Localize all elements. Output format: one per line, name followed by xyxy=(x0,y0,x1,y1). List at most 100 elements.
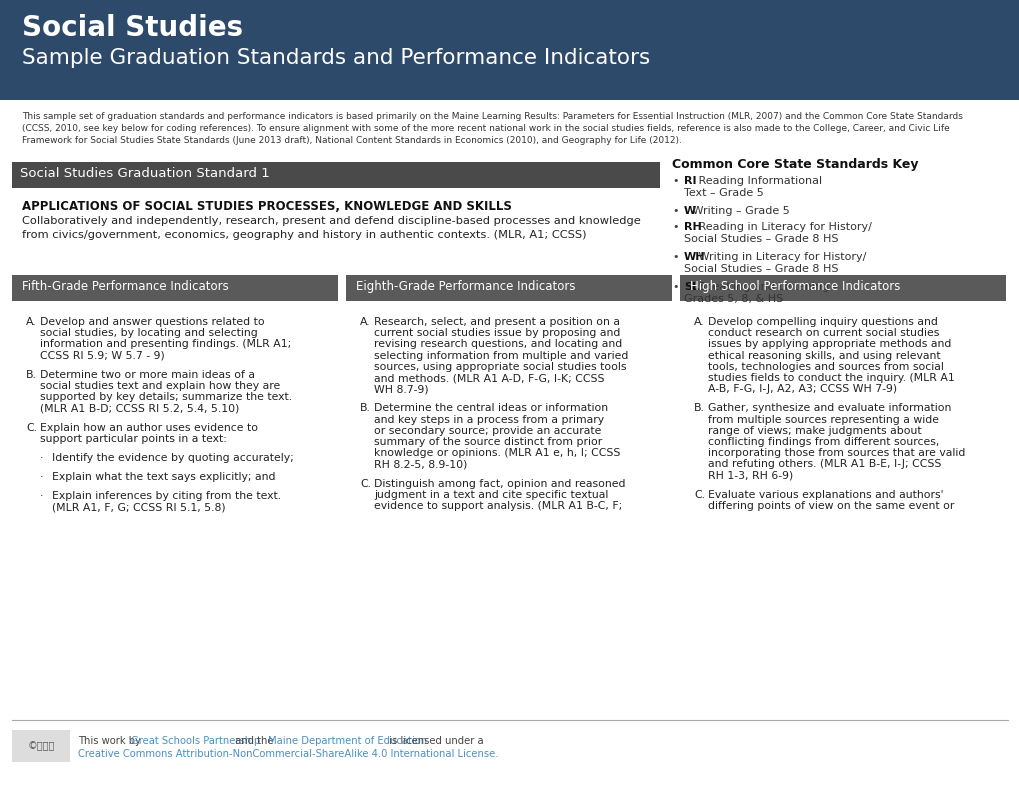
Text: supported by key details; summarize the text.: supported by key details; summarize the … xyxy=(40,392,291,402)
Text: B.: B. xyxy=(360,403,371,414)
Text: selecting information from multiple and varied: selecting information from multiple and … xyxy=(374,351,628,361)
Text: ethical reasoning skills, and using relevant: ethical reasoning skills, and using rele… xyxy=(707,351,940,361)
Text: ©ⓇⓈⓃ: ©ⓇⓈⓃ xyxy=(28,741,55,751)
Text: Maine Department of Education: Maine Department of Education xyxy=(268,736,427,746)
Text: Sample Graduation Standards and Performance Indicators: Sample Graduation Standards and Performa… xyxy=(22,48,650,68)
Text: Social Studies: Social Studies xyxy=(22,14,243,42)
Text: information and presenting findings. (MLR A1;: information and presenting findings. (ML… xyxy=(40,340,291,349)
Text: B.: B. xyxy=(25,370,37,380)
Text: Evaluate various explanations and authors': Evaluate various explanations and author… xyxy=(707,490,943,500)
Text: current social studies issue by proposing and: current social studies issue by proposin… xyxy=(374,328,620,338)
Text: Social Studies – Grade 8 HS: Social Studies – Grade 8 HS xyxy=(684,234,838,244)
Text: Writing in Literacy for History/: Writing in Literacy for History/ xyxy=(694,252,865,262)
Text: social studies, by locating and selecting: social studies, by locating and selectin… xyxy=(40,328,258,338)
Text: •: • xyxy=(672,282,678,292)
Text: Identify the evidence by quoting accurately;: Identify the evidence by quoting accurat… xyxy=(52,453,293,463)
Text: knowledge or opinions. (MLR A1 e, h, I; CCSS: knowledge or opinions. (MLR A1 e, h, I; … xyxy=(374,448,620,458)
Text: SL: SL xyxy=(684,282,698,292)
Text: B.: B. xyxy=(693,403,704,414)
Text: is licensed under a: is licensed under a xyxy=(385,736,483,746)
Text: sources, using appropriate social studies tools: sources, using appropriate social studie… xyxy=(374,362,626,372)
Text: RI: RI xyxy=(684,176,696,186)
Text: High School Performance Indicators: High School Performance Indicators xyxy=(689,280,900,293)
Bar xyxy=(345,275,672,301)
Text: conflicting findings from different sources,: conflicting findings from different sour… xyxy=(707,437,938,447)
Text: evidence to support analysis. (MLR A1 B-C, F;: evidence to support analysis. (MLR A1 B-… xyxy=(374,501,622,511)
Text: ·: · xyxy=(40,492,44,501)
Text: Develop and answer questions related to: Develop and answer questions related to xyxy=(40,317,264,327)
Text: Explain inferences by citing from the text.: Explain inferences by citing from the te… xyxy=(52,492,281,501)
Text: •: • xyxy=(672,206,678,216)
Text: •: • xyxy=(672,176,678,186)
Text: Collaboratively and independently, research, present and defend discipline-based: Collaboratively and independently, resea… xyxy=(22,216,640,240)
Text: This work by: This work by xyxy=(77,736,144,746)
Text: W: W xyxy=(684,206,696,216)
Text: Social Studies – Grade 8 HS: Social Studies – Grade 8 HS xyxy=(684,264,838,274)
Text: Develop compelling inquiry questions and: Develop compelling inquiry questions and xyxy=(707,317,936,327)
Text: Eighth-Grade Performance Indicators: Eighth-Grade Performance Indicators xyxy=(356,280,575,293)
Text: A.: A. xyxy=(693,317,704,327)
Bar xyxy=(12,730,70,762)
Text: APPLICATIONS OF SOCIAL STUDIES PROCESSES, KNOWLEDGE AND SKILLS: APPLICATIONS OF SOCIAL STUDIES PROCESSES… xyxy=(22,200,512,213)
Text: or secondary source; provide an accurate: or secondary source; provide an accurate xyxy=(374,426,601,436)
Text: RH 1-3, RH 6-9): RH 1-3, RH 6-9) xyxy=(707,470,793,481)
Text: Common Core State Standards Key: Common Core State Standards Key xyxy=(672,158,917,171)
Text: conduct research on current social studies: conduct research on current social studi… xyxy=(707,328,938,338)
Text: (MLR A1 B-D; CCSS RI 5.2, 5.4, 5.10): (MLR A1 B-D; CCSS RI 5.2, 5.4, 5.10) xyxy=(40,403,239,414)
Text: A.: A. xyxy=(25,317,37,327)
Text: studies fields to conduct the inquiry. (MLR A1: studies fields to conduct the inquiry. (… xyxy=(707,373,954,383)
Bar xyxy=(12,275,337,301)
Text: summary of the source distinct from prior: summary of the source distinct from prio… xyxy=(374,437,601,447)
Text: Determine the central ideas or information: Determine the central ideas or informati… xyxy=(374,403,607,414)
Text: Gather, synthesize and evaluate information: Gather, synthesize and evaluate informat… xyxy=(707,403,951,414)
Text: Grades 5, 8, & HS: Grades 5, 8, & HS xyxy=(684,294,783,304)
Text: CCSS RI 5.9; W 5.7 - 9): CCSS RI 5.9; W 5.7 - 9) xyxy=(40,351,165,361)
Text: support particular points in a text:: support particular points in a text: xyxy=(40,434,226,444)
Bar xyxy=(680,275,1005,301)
Text: RH 8.2-5, 8.9-10): RH 8.2-5, 8.9-10) xyxy=(374,459,467,470)
Text: Speaking and Listening –: Speaking and Listening – xyxy=(694,282,838,292)
Text: ·: · xyxy=(40,472,44,482)
Text: incorporating those from sources that are valid: incorporating those from sources that ar… xyxy=(707,448,964,458)
Text: tools, technologies and sources from social: tools, technologies and sources from soc… xyxy=(707,362,943,372)
Text: and key steps in a process from a primary: and key steps in a process from a primar… xyxy=(374,414,603,425)
Text: judgment in a text and cite specific textual: judgment in a text and cite specific tex… xyxy=(374,490,607,500)
Text: (MLR A1, F, G; CCSS RI 5.1, 5.8): (MLR A1, F, G; CCSS RI 5.1, 5.8) xyxy=(52,503,225,513)
Text: Determine two or more main ideas of a: Determine two or more main ideas of a xyxy=(40,370,255,380)
Text: C.: C. xyxy=(25,422,37,433)
Text: revising research questions, and locating and: revising research questions, and locatin… xyxy=(374,340,622,349)
Text: C.: C. xyxy=(693,490,704,500)
Text: Great Schools Partnership: Great Schools Partnership xyxy=(130,736,260,746)
Text: WH 8.7-9): WH 8.7-9) xyxy=(374,385,428,394)
Bar xyxy=(12,162,659,188)
Text: Reading Informational: Reading Informational xyxy=(694,176,821,186)
Text: and methods. (MLR A1 A-D, F-G, I-K; CCSS: and methods. (MLR A1 A-D, F-G, I-K; CCSS xyxy=(374,373,604,383)
Text: ·: · xyxy=(40,453,44,463)
Text: social studies text and explain how they are: social studies text and explain how they… xyxy=(40,381,280,391)
Text: Creative Commons Attribution-NonCommercial-ShareAlike 4.0 International License.: Creative Commons Attribution-NonCommerci… xyxy=(77,749,498,759)
Text: Explain how an author uses evidence to: Explain how an author uses evidence to xyxy=(40,422,258,433)
Text: from multiple sources representing a wide: from multiple sources representing a wid… xyxy=(707,414,938,425)
Text: A.: A. xyxy=(360,317,370,327)
Text: A-B, F-G, I-J, A2, A3; CCSS WH 7-9): A-B, F-G, I-J, A2, A3; CCSS WH 7-9) xyxy=(707,385,897,394)
Text: Text – Grade 5: Text – Grade 5 xyxy=(684,188,763,198)
Text: and refuting others. (MLR A1 B-E, I-J; CCSS: and refuting others. (MLR A1 B-E, I-J; C… xyxy=(707,459,941,470)
Text: Research, select, and present a position on a: Research, select, and present a position… xyxy=(374,317,620,327)
Text: •: • xyxy=(672,222,678,232)
Text: This sample set of graduation standards and performance indicators is based prim: This sample set of graduation standards … xyxy=(22,112,962,145)
Text: issues by applying appropriate methods and: issues by applying appropriate methods a… xyxy=(707,340,951,349)
Text: C.: C. xyxy=(360,478,371,489)
Text: RH: RH xyxy=(684,222,701,232)
Text: Reading in Literacy for History/: Reading in Literacy for History/ xyxy=(694,222,871,232)
Text: range of views; make judgments about: range of views; make judgments about xyxy=(707,426,921,436)
Text: and the: and the xyxy=(231,736,276,746)
Bar xyxy=(0,0,1019,100)
Text: Explain what the text says explicitly; and: Explain what the text says explicitly; a… xyxy=(52,472,275,482)
Text: Fifth-Grade Performance Indicators: Fifth-Grade Performance Indicators xyxy=(22,280,228,293)
Text: Distinguish among fact, opinion and reasoned: Distinguish among fact, opinion and reas… xyxy=(374,478,625,489)
Text: •: • xyxy=(672,252,678,262)
Text: WH: WH xyxy=(684,252,705,262)
Text: Social Studies Graduation Standard 1: Social Studies Graduation Standard 1 xyxy=(20,167,269,180)
Text: differing points of view on the same event or: differing points of view on the same eve… xyxy=(707,501,954,511)
Text: Writing – Grade 5: Writing – Grade 5 xyxy=(689,206,790,216)
